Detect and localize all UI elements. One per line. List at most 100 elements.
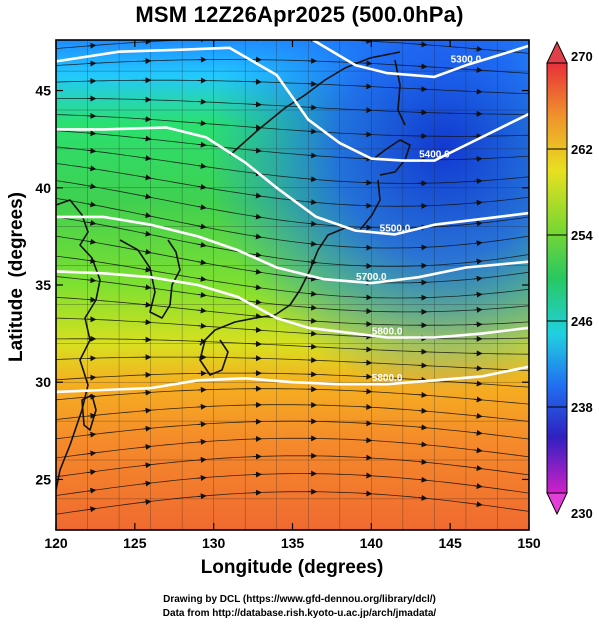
streamline-arrow xyxy=(473,429,483,436)
contour-line xyxy=(56,270,529,339)
streamline-arrow xyxy=(308,220,318,227)
streamline-arrow xyxy=(253,192,262,199)
streamline-arrow xyxy=(87,42,97,49)
streamline-arrow xyxy=(418,424,428,431)
streamline-arrow xyxy=(473,291,483,298)
streamline xyxy=(56,473,529,496)
streamline-arrow xyxy=(87,393,97,400)
streamline-arrow xyxy=(473,501,483,508)
streamline-arrow xyxy=(197,183,207,190)
y-tick-label: 25 xyxy=(35,471,51,487)
streamline-arrow xyxy=(197,456,207,463)
streamline xyxy=(56,437,529,459)
streamline-arrow xyxy=(87,469,97,476)
streamline xyxy=(56,372,529,388)
contour-line xyxy=(56,46,529,162)
y-tick-label: 45 xyxy=(35,83,51,99)
streamline-arrow xyxy=(87,183,97,190)
streamline-arrow xyxy=(142,135,152,142)
streamline-arrow xyxy=(253,268,262,275)
wind-streamlines xyxy=(56,40,529,515)
contour-line xyxy=(56,215,529,285)
streamline-arrow xyxy=(142,425,152,432)
streamline-arrow xyxy=(197,307,207,314)
streamline-arrow xyxy=(142,407,152,414)
streamline-arrow xyxy=(308,275,318,282)
streamline-arrow xyxy=(197,291,207,298)
streamline-arrow xyxy=(87,130,97,137)
colorbar-extend-bottom xyxy=(546,492,568,516)
y-tick-label: 40 xyxy=(35,180,51,196)
x-tick-label: 135 xyxy=(281,535,305,551)
coastline-japan-honshu xyxy=(199,179,381,346)
x-tick-label: 130 xyxy=(202,535,226,551)
streamline-arrow xyxy=(87,147,97,154)
contour-line xyxy=(56,365,529,394)
streamline xyxy=(56,98,529,115)
contour-label: 5400.0 xyxy=(419,150,450,161)
streamline-arrow xyxy=(418,494,428,501)
streamline-arrow xyxy=(87,277,97,284)
streamline-arrow xyxy=(418,407,428,414)
streamline-arrow xyxy=(253,313,262,320)
streamline-arrow xyxy=(253,326,262,333)
streamline-arrow xyxy=(87,257,97,264)
axes: 120 125 130 135 140 145 150 25 30 35 40 45 xyxy=(35,40,541,551)
x-tick-label: 140 xyxy=(360,535,384,551)
coastline xyxy=(56,51,411,491)
streamline xyxy=(56,388,529,405)
streamline xyxy=(56,255,529,299)
streamline xyxy=(56,491,529,515)
streamline-arrow xyxy=(197,259,207,266)
streamline-arrow xyxy=(418,476,428,483)
y-axis-label: Latitude (degrees) xyxy=(6,192,27,362)
streamline xyxy=(56,276,529,313)
streamline-arrow xyxy=(473,258,483,265)
streamline-arrow xyxy=(87,219,97,226)
streamline xyxy=(56,338,529,355)
streamline-arrow xyxy=(197,223,207,230)
streamline-arrow xyxy=(87,431,97,438)
streamline-arrow xyxy=(473,220,483,227)
streamline-arrow xyxy=(197,438,207,445)
y-tick-label: 35 xyxy=(35,277,51,293)
streamline-arrow xyxy=(197,141,207,148)
streamline-arrow xyxy=(253,284,262,291)
streamline-arrow xyxy=(473,199,483,206)
streamline xyxy=(56,79,529,95)
contour-label: 5800.0 xyxy=(372,373,403,384)
streamline-arrow xyxy=(142,212,152,219)
streamline-arrow xyxy=(142,248,152,255)
streamline xyxy=(56,146,529,184)
streamline-arrow xyxy=(197,120,207,127)
streamline-arrow xyxy=(253,299,262,305)
streamline xyxy=(56,404,529,422)
streamline-arrow xyxy=(473,465,483,472)
contour-label: 5700.0 xyxy=(356,272,387,283)
streamline-arrow xyxy=(87,487,97,494)
streamline-arrow xyxy=(308,317,318,324)
streamline xyxy=(56,114,529,137)
coastline-china xyxy=(56,199,101,491)
streamline-arrow xyxy=(197,322,207,329)
streamline-arrow xyxy=(142,116,152,123)
streamline-arrow xyxy=(142,480,152,487)
x-tick-label: 145 xyxy=(438,535,462,551)
colorbar-tick-label: 270 xyxy=(571,49,593,64)
chart-title: MSM 12Z26Apr2025 (500.0hPa) xyxy=(135,2,464,27)
streamline-arrow xyxy=(87,296,97,303)
streamline-arrow xyxy=(473,396,483,403)
streamline xyxy=(56,296,529,326)
streamline-arrow xyxy=(197,493,207,500)
streamline-arrow xyxy=(253,213,262,220)
streamline xyxy=(56,235,529,284)
streamline-arrow xyxy=(197,163,207,169)
colorbar-tick-label: 246 xyxy=(571,314,593,329)
streamline-arrow xyxy=(87,238,97,245)
streamline-arrow xyxy=(473,275,483,282)
streamline-arrow xyxy=(473,45,483,52)
streamline-arrow xyxy=(87,165,97,172)
streamline xyxy=(56,356,529,371)
streamline-arrow xyxy=(142,266,152,273)
